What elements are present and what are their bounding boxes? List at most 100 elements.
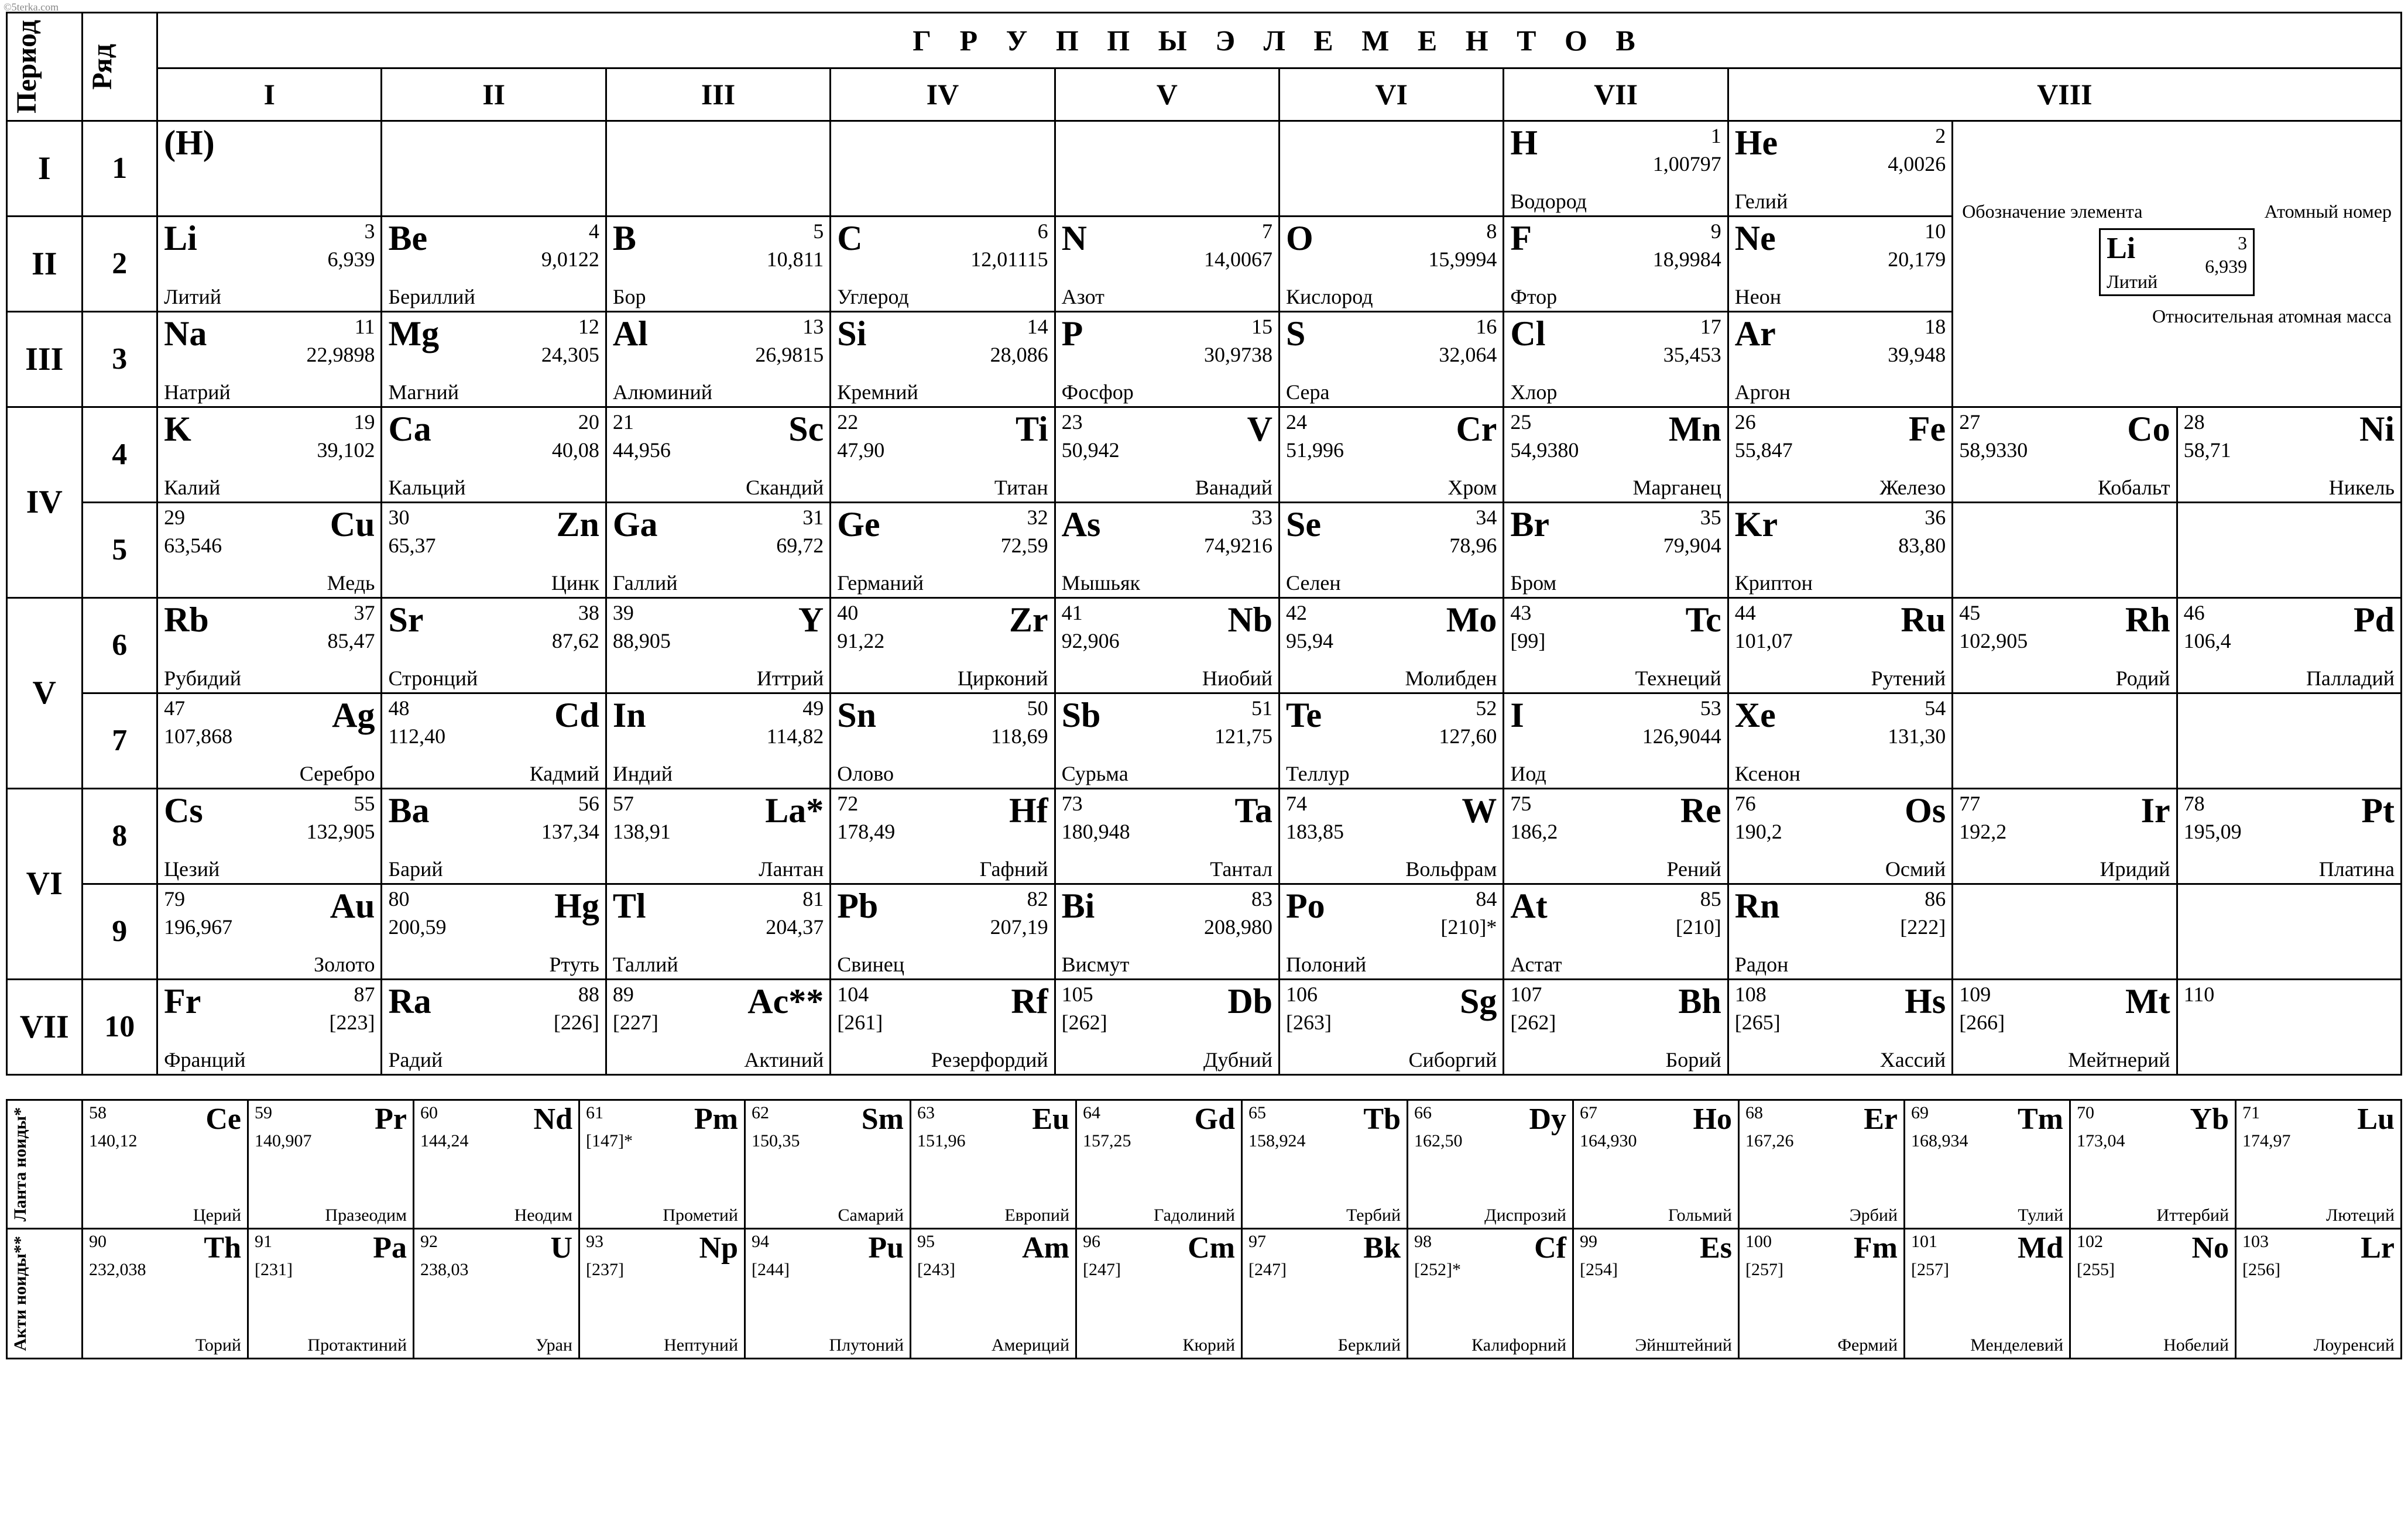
legend-sym: Li [2107, 233, 2135, 264]
element-symbol: In [613, 698, 646, 733]
element-name: Кадмий [530, 763, 599, 784]
atomic-number: 65 [1248, 1104, 1266, 1122]
legend-cell: Обозначение элемента Атомный номер Li 3 … [1953, 121, 2402, 407]
element-symbol: Sb [1062, 698, 1101, 733]
element-symbol: Ce [205, 1104, 241, 1135]
atomic-mass: [254] [1580, 1261, 1618, 1279]
element-cell-Am: 95 Am [243] Америций [911, 1229, 1076, 1359]
atomic-number: 19 [354, 411, 375, 432]
element-cell-Pd: 46 106,4 Pd Палладий [2177, 597, 2401, 693]
element-symbol: Bi [1062, 888, 1095, 923]
element-name: Гадолиний [1154, 1207, 1235, 1224]
atomic-mass: 50,942 [1062, 439, 1120, 461]
element-name: Кобальт [2098, 477, 2170, 498]
element-symbol: Xe [1735, 698, 1776, 733]
element-cell-B: B 5 10,811 Бор [606, 216, 830, 311]
element-name: Никель [2329, 477, 2395, 498]
element-cell-Zr: 40 91,22 Zr Цирконий [831, 597, 1055, 693]
element-cell-Bh: 107 [262] Bh Борий [1504, 979, 1728, 1074]
element-name: Галлий [613, 572, 678, 593]
element-name: Неон [1735, 286, 1781, 307]
atomic-number: 28 [2184, 411, 2205, 432]
element-cell-U: 92 U 238,03 Уран [414, 1229, 579, 1359]
element-cell-Ho: 67 Ho 164,930 Гольмий [1573, 1100, 1739, 1228]
element-name: Хлор [1510, 382, 1557, 403]
element-cell-Os: 76 190,2 Os Осмий [1728, 788, 1952, 884]
atomic-mass: 192,2 [1959, 821, 2006, 842]
atomic-mass: 127,60 [1439, 726, 1497, 747]
element-name: Астат [1510, 954, 1562, 975]
atomic-number: 86 [1925, 888, 1946, 909]
element-cell-H: H 1 1,00797 Водород [1504, 121, 1728, 216]
element-name: Кюрий [1182, 1337, 1235, 1354]
element-name: Натрий [164, 382, 231, 403]
element-name: Лютеций [2326, 1207, 2395, 1224]
element-name: Германий [837, 572, 924, 593]
atomic-mass: 140,907 [255, 1132, 312, 1150]
empty-cell [2177, 502, 2401, 597]
element-cell-Nd: 60 Nd 144,24 Неодим [414, 1100, 579, 1228]
element-symbol: Po [1286, 888, 1325, 923]
atomic-number: 26 [1735, 411, 1756, 432]
element-cell-Yb: 70 Yb 173,04 Иттербий [2070, 1100, 2236, 1228]
element-symbol: Ir [2141, 793, 2170, 828]
element-symbol: Mg [388, 316, 439, 351]
atomic-number: 64 [1083, 1104, 1100, 1122]
element-symbol: C [837, 221, 862, 256]
atomic-number: 98 [1414, 1233, 1432, 1251]
atomic-mass: [227] [613, 1012, 658, 1033]
legend-name: Литий [2107, 272, 2157, 291]
element-name: Бериллий [388, 286, 475, 307]
atomic-mass: [210] [1676, 916, 1721, 937]
element-cell-Na: Na 11 22,9898 Натрий [157, 311, 382, 407]
atomic-mass: [255] [2077, 1261, 2115, 1279]
element-cell-Ru: 44 101,07 Ru Рутений [1728, 597, 1952, 693]
atomic-number: 21 [613, 411, 634, 432]
element-symbol: Dy [1529, 1104, 1566, 1135]
atomic-number: 70 [2077, 1104, 2094, 1122]
element-name: Титан [994, 477, 1048, 498]
element-symbol: Co [2127, 411, 2170, 447]
element-cell-Fm: 100 Fm [257] Фермий [1739, 1229, 1905, 1359]
atomic-mass: 180,948 [1062, 821, 1130, 842]
atomic-mass: 118,69 [991, 726, 1048, 747]
element-cell-Lr: 103 Lr [256] Лоуренсий [2236, 1229, 2402, 1359]
legend-num: 3 [2238, 233, 2247, 252]
element-name: Свинец [837, 954, 904, 975]
element-symbol: Cu [330, 507, 375, 542]
element-symbol: Gd [1195, 1104, 1235, 1135]
element-symbol: Ru [1901, 602, 1946, 637]
group-header-VIII: VIII [1728, 68, 2401, 121]
element-symbol: Np [699, 1233, 738, 1263]
element-name: Дубний [1203, 1049, 1272, 1070]
atomic-number: 107 [1510, 984, 1542, 1005]
element-symbol: Ni [2359, 411, 2395, 447]
element-cell-Sc: 21 44,956 Sc Скандий [606, 407, 830, 502]
atomic-mass: 174,97 [2242, 1132, 2291, 1150]
empty-cell [1953, 693, 2177, 788]
atomic-mass: 30,9738 [1204, 344, 1272, 365]
element-symbol: Pb [837, 888, 878, 923]
atomic-number: 33 [1251, 507, 1272, 528]
atomic-number: 71 [2242, 1104, 2260, 1122]
element-cell-Th: 90 Th 232,038 Торий [83, 1229, 248, 1359]
atomic-mass: 18,9984 [1653, 249, 1721, 270]
atomic-number: 20 [578, 411, 599, 432]
element-name: Нобелий [2163, 1337, 2229, 1354]
atomic-mass: 32,064 [1439, 344, 1497, 365]
legend-mass-label: Относительная атомная масса [1962, 305, 2392, 327]
act-label: Акти ноиды** [8, 1230, 33, 1357]
element-symbol: Tl [613, 888, 646, 923]
watermark: ©5terka.com [4, 1, 59, 13]
atomic-number: 108 [1735, 984, 1766, 1005]
atomic-mass: 47,90 [837, 439, 884, 461]
atomic-number: 35 [1700, 507, 1721, 528]
element-cell-C: C 6 12,01115 Углерод [831, 216, 1055, 311]
atomic-mass: [247] [1248, 1261, 1287, 1279]
element-symbol: N [1062, 221, 1087, 256]
element-name: Фермий [1837, 1337, 1898, 1354]
element-name: Лантан [759, 858, 824, 880]
element-cell-Mt: 109 [266] Mt Мейтнерий [1953, 979, 2177, 1074]
empty-cell [382, 121, 606, 216]
element-symbol: F [1510, 221, 1532, 256]
